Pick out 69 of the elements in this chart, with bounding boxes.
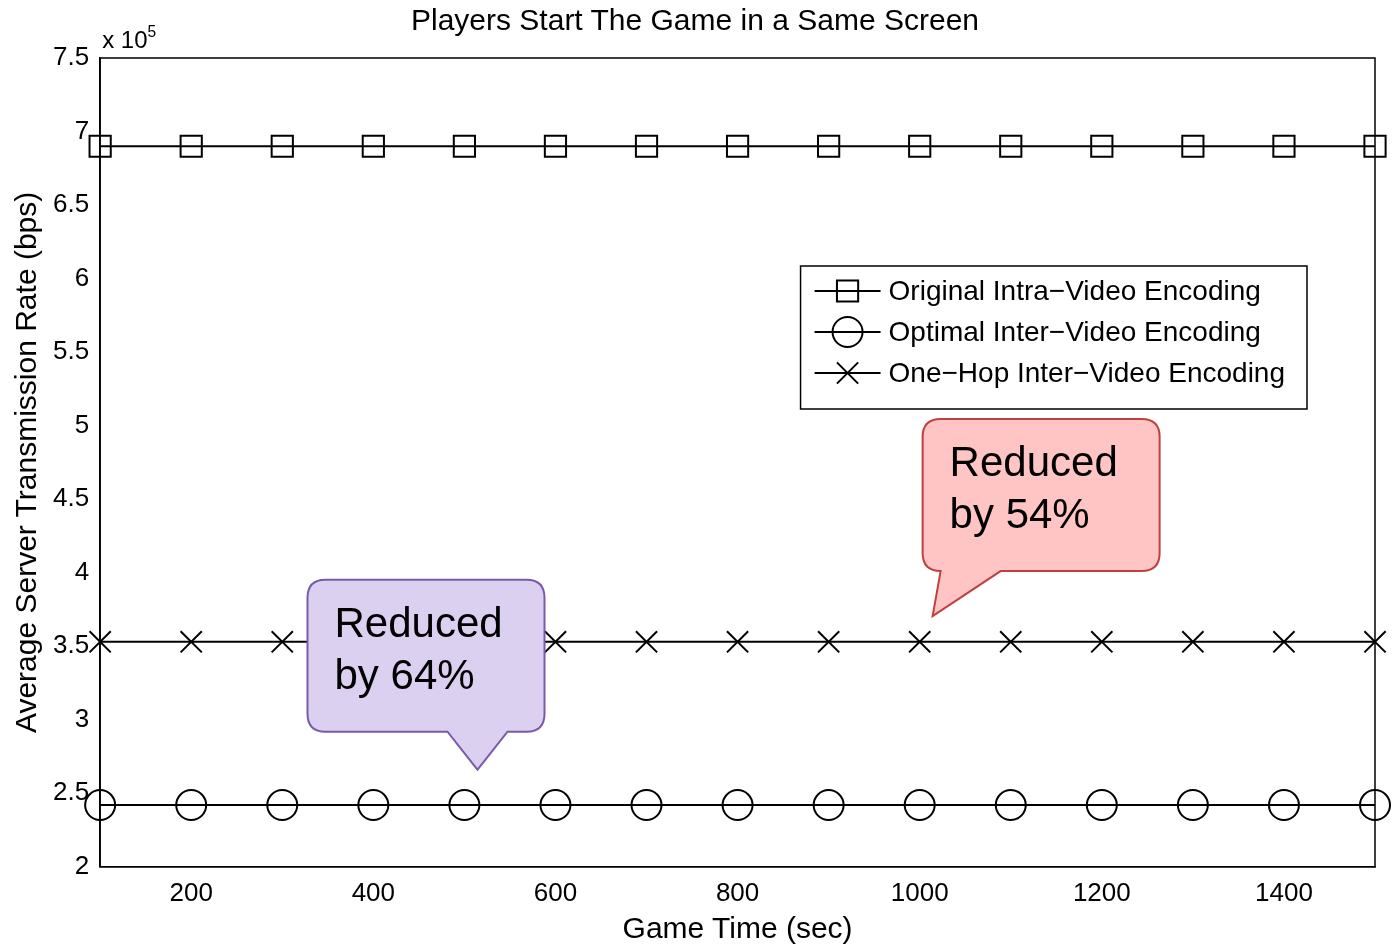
- y-tick-label: 7.5: [52, 41, 90, 72]
- point: [539, 789, 572, 822]
- x-tick-label: 600: [533, 876, 578, 907]
- y-tick-label: 4: [74, 555, 90, 586]
- point: [999, 134, 1023, 158]
- x-tick-label: 1200: [1072, 876, 1131, 907]
- point: [630, 789, 663, 822]
- point: [1090, 630, 1114, 654]
- point: [543, 630, 568, 654]
- point: [1272, 134, 1296, 158]
- annotation: Reduced by 54%: [949, 438, 1118, 538]
- point: [1181, 630, 1205, 654]
- point: [725, 630, 750, 654]
- y-tick-label: 2.5: [52, 776, 90, 807]
- y-tick-label: 2: [74, 849, 90, 880]
- point: [270, 134, 294, 158]
- x-tick-label: 1000: [890, 876, 949, 907]
- point: [1181, 134, 1205, 158]
- x-tick-label: 400: [351, 876, 396, 907]
- point: [270, 630, 294, 654]
- point: [812, 789, 845, 822]
- y-tick-label: 4.5: [52, 482, 90, 513]
- point: [817, 134, 841, 158]
- point: [908, 134, 932, 158]
- point: [1085, 789, 1118, 822]
- point: [361, 134, 385, 158]
- legend-label: Original Intra−Video Encoding: [888, 274, 1261, 306]
- x-axis-title: Game Time (sec): [622, 911, 853, 945]
- x-tick-label: 800: [715, 876, 760, 907]
- point: [1090, 134, 1114, 158]
- point: [175, 789, 208, 822]
- y-tick-label: 5: [74, 408, 90, 439]
- y-tick-label: 6.5: [52, 188, 90, 219]
- point: [721, 789, 754, 822]
- y-tick-label: 3: [74, 702, 90, 733]
- legend-label: One−Hop Inter−Video Encoding: [888, 356, 1286, 388]
- point: [634, 134, 659, 158]
- legend-label: Optimal Inter−Video Encoding: [888, 315, 1261, 347]
- x-tick-label: 1400: [1255, 876, 1313, 907]
- y-tick-label: 7: [74, 114, 90, 145]
- point: [1272, 630, 1296, 654]
- point: [88, 630, 112, 654]
- x-tick-label: 200: [169, 876, 213, 907]
- point: [994, 789, 1027, 822]
- point: [448, 789, 481, 822]
- point: [903, 789, 936, 822]
- point: [725, 134, 750, 158]
- point: [266, 789, 299, 822]
- point: [817, 630, 841, 654]
- point: [179, 134, 203, 158]
- point: [1359, 789, 1391, 822]
- point: [452, 134, 476, 158]
- point: [179, 630, 203, 654]
- y-tick-label: 5.5: [52, 335, 90, 366]
- point: [1267, 789, 1300, 822]
- point: [1363, 134, 1387, 158]
- chart-title: Players Start The Game in a Same Screen: [410, 3, 980, 37]
- point: [1363, 630, 1387, 654]
- point: [634, 630, 659, 654]
- y-tick-label: 6: [74, 261, 90, 292]
- point: [357, 789, 390, 822]
- point: [88, 134, 112, 158]
- point: [999, 630, 1023, 654]
- point: [543, 134, 568, 158]
- point: [908, 630, 932, 654]
- point: [1176, 789, 1209, 822]
- annotation: Reduced by 64%: [334, 598, 503, 698]
- y-tick-label: 3.5: [52, 629, 90, 660]
- y-axis-title: Average Server Transmission Rate (bps): [9, 191, 43, 734]
